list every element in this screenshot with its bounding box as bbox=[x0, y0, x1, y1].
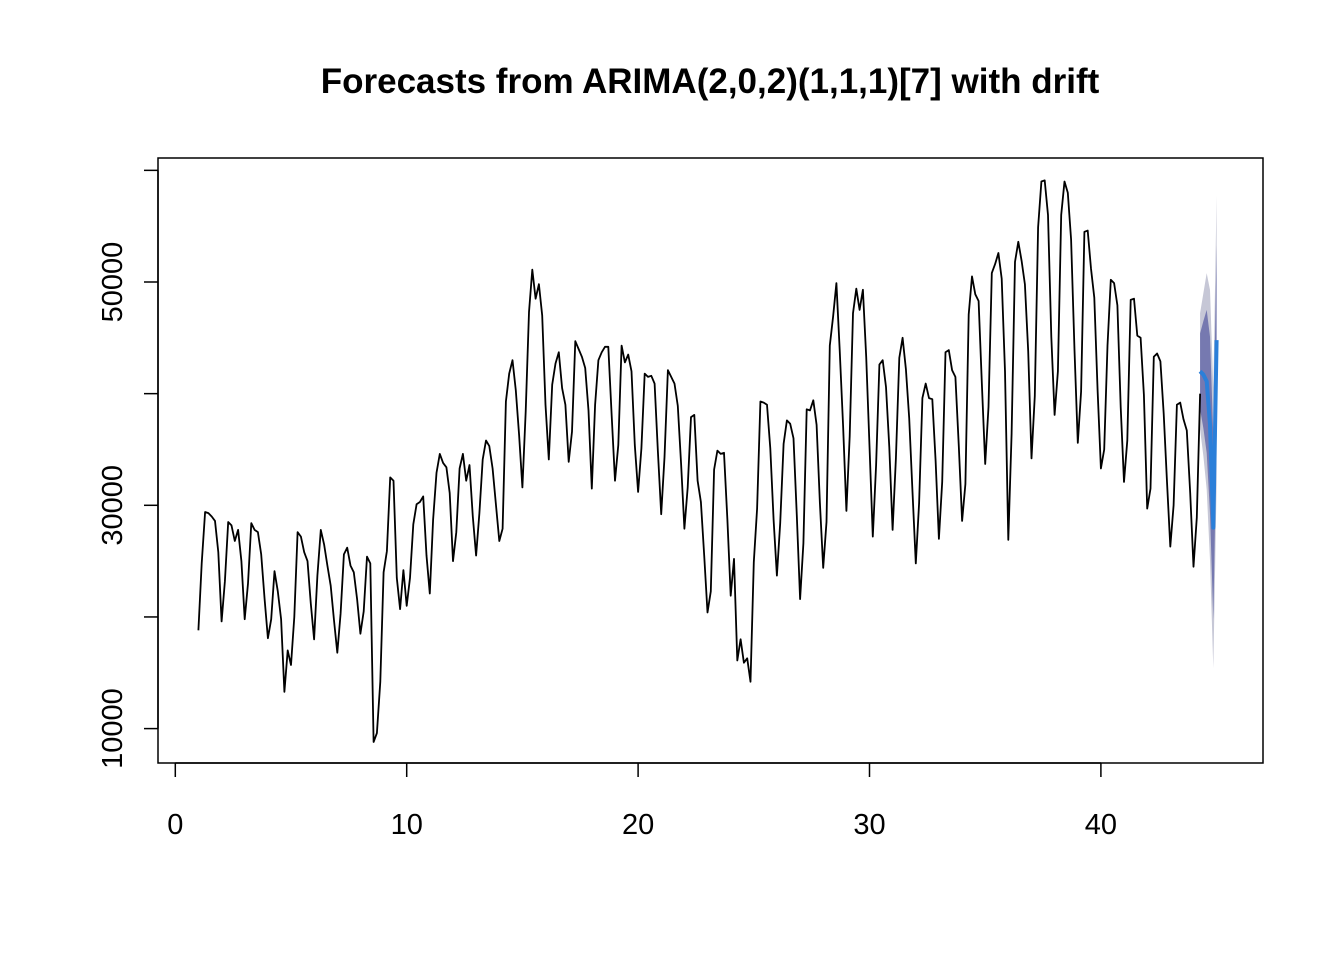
chart-title: Forecasts from ARIMA(2,0,2)(1,1,1)[7] wi… bbox=[321, 62, 1100, 101]
x-tick-label: 30 bbox=[853, 809, 885, 841]
series-layer bbox=[197, 179, 1219, 743]
x-tick-label: 40 bbox=[1085, 809, 1117, 841]
x-tick-label: 0 bbox=[167, 809, 183, 841]
y-tick-label: 50000 bbox=[97, 242, 129, 323]
observed-line bbox=[197, 179, 1201, 743]
y-axis: 10000 30000 50000 bbox=[97, 169, 159, 769]
y-tick-label: 10000 bbox=[97, 688, 129, 769]
x-axis: 0 10 20 30 40 bbox=[167, 762, 1117, 841]
x-tick-label: 10 bbox=[391, 809, 423, 841]
plot-frame bbox=[157, 157, 1264, 764]
y-tick-label: 30000 bbox=[97, 465, 129, 546]
forecast-line bbox=[1198, 340, 1219, 530]
x-tick-label: 20 bbox=[622, 809, 654, 841]
